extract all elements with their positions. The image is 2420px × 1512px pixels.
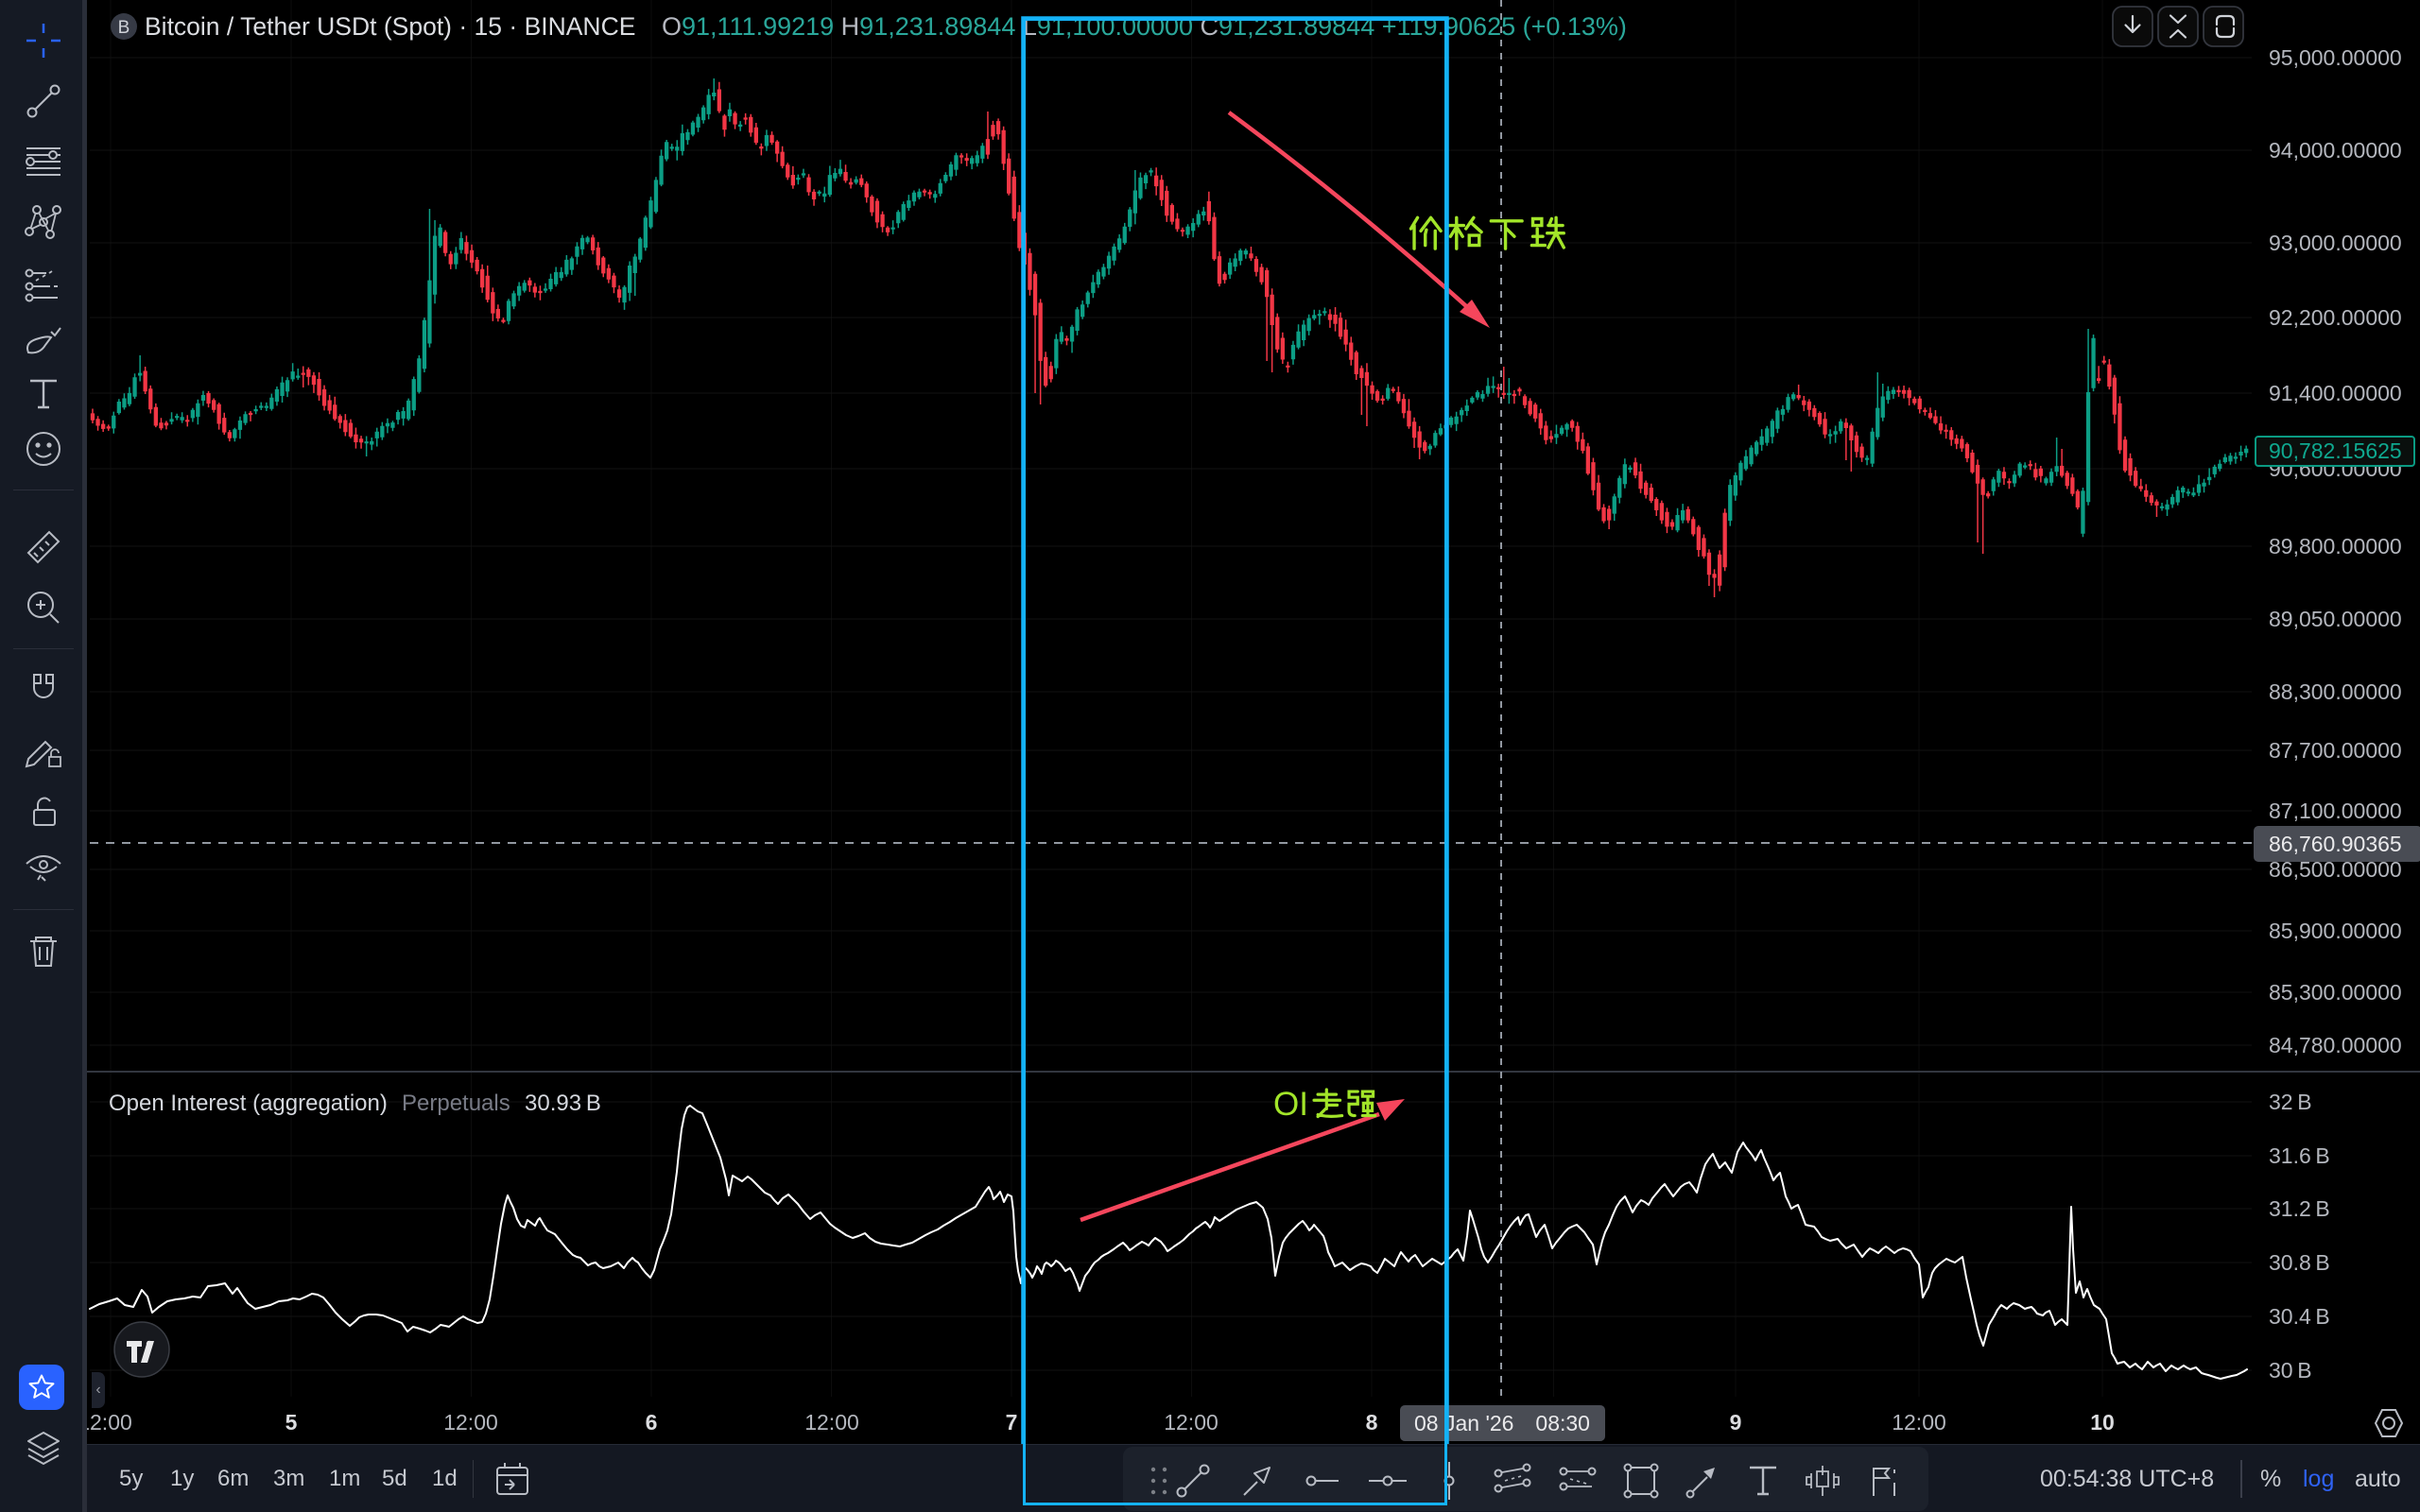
svg-text:87,700.00000: 87,700.00000 bbox=[2269, 738, 2402, 763]
svg-text:OI: OI bbox=[1273, 1086, 1308, 1123]
svg-text:95,000.00000: 95,000.00000 bbox=[2269, 45, 2402, 70]
svg-text:91,400.00000: 91,400.00000 bbox=[2269, 381, 2402, 405]
svg-text:Bitcoin / Tether USDt (Spot) ·: Bitcoin / Tether USDt (Spot) · 15 · BINA… bbox=[145, 12, 635, 41]
svg-text:86,760.90365: 86,760.90365 bbox=[2269, 832, 2402, 856]
svg-text:12:00: 12:00 bbox=[1892, 1410, 1946, 1435]
svg-text:8: 8 bbox=[1366, 1410, 1378, 1435]
svg-text:Open Interest (aggregation): Open Interest (aggregation) bbox=[109, 1091, 388, 1116]
svg-text:10: 10 bbox=[2090, 1410, 2115, 1435]
svg-text:12:00: 12:00 bbox=[804, 1410, 859, 1435]
svg-text:Perpetuals: Perpetuals bbox=[402, 1091, 510, 1116]
svg-text:12:00: 12:00 bbox=[443, 1410, 498, 1435]
svg-text:88,300.00000: 88,300.00000 bbox=[2269, 679, 2402, 704]
svg-text:B: B bbox=[118, 18, 130, 38]
svg-text:89,800.00000: 89,800.00000 bbox=[2269, 534, 2402, 558]
svg-text:90,782.15625: 90,782.15625 bbox=[2269, 438, 2402, 463]
svg-text:7: 7 bbox=[1006, 1410, 1018, 1435]
svg-text:5: 5 bbox=[285, 1410, 298, 1435]
svg-text:85,900.00000: 85,900.00000 bbox=[2269, 919, 2402, 943]
svg-text:93,000.00000: 93,000.00000 bbox=[2269, 231, 2402, 255]
svg-text:32 B: 32 B bbox=[2269, 1090, 2312, 1114]
svg-text:31.6 B: 31.6 B bbox=[2269, 1143, 2330, 1168]
svg-text:6: 6 bbox=[646, 1410, 658, 1435]
svg-text:84,780.00000: 84,780.00000 bbox=[2269, 1033, 2402, 1057]
svg-text:12:00: 12:00 bbox=[1164, 1410, 1219, 1435]
svg-text:9: 9 bbox=[1730, 1410, 1742, 1435]
svg-text:30.93 B: 30.93 B bbox=[525, 1091, 601, 1116]
svg-text:92,200.00000: 92,200.00000 bbox=[2269, 305, 2402, 330]
svg-text:30 B: 30 B bbox=[2269, 1358, 2312, 1383]
svg-text:30.4 B: 30.4 B bbox=[2269, 1304, 2330, 1329]
svg-text:31.2 B: 31.2 B bbox=[2269, 1196, 2330, 1221]
svg-text:94,000.00000: 94,000.00000 bbox=[2269, 138, 2402, 163]
svg-text:30.8 B: 30.8 B bbox=[2269, 1250, 2330, 1275]
svg-text:87,100.00000: 87,100.00000 bbox=[2269, 799, 2402, 823]
svg-text:89,050.00000: 89,050.00000 bbox=[2269, 607, 2402, 631]
svg-text:08 Jan '26 08:30: 08 Jan '26 08:30 bbox=[1414, 1411, 1590, 1435]
svg-text:85,300.00000: 85,300.00000 bbox=[2269, 980, 2402, 1005]
